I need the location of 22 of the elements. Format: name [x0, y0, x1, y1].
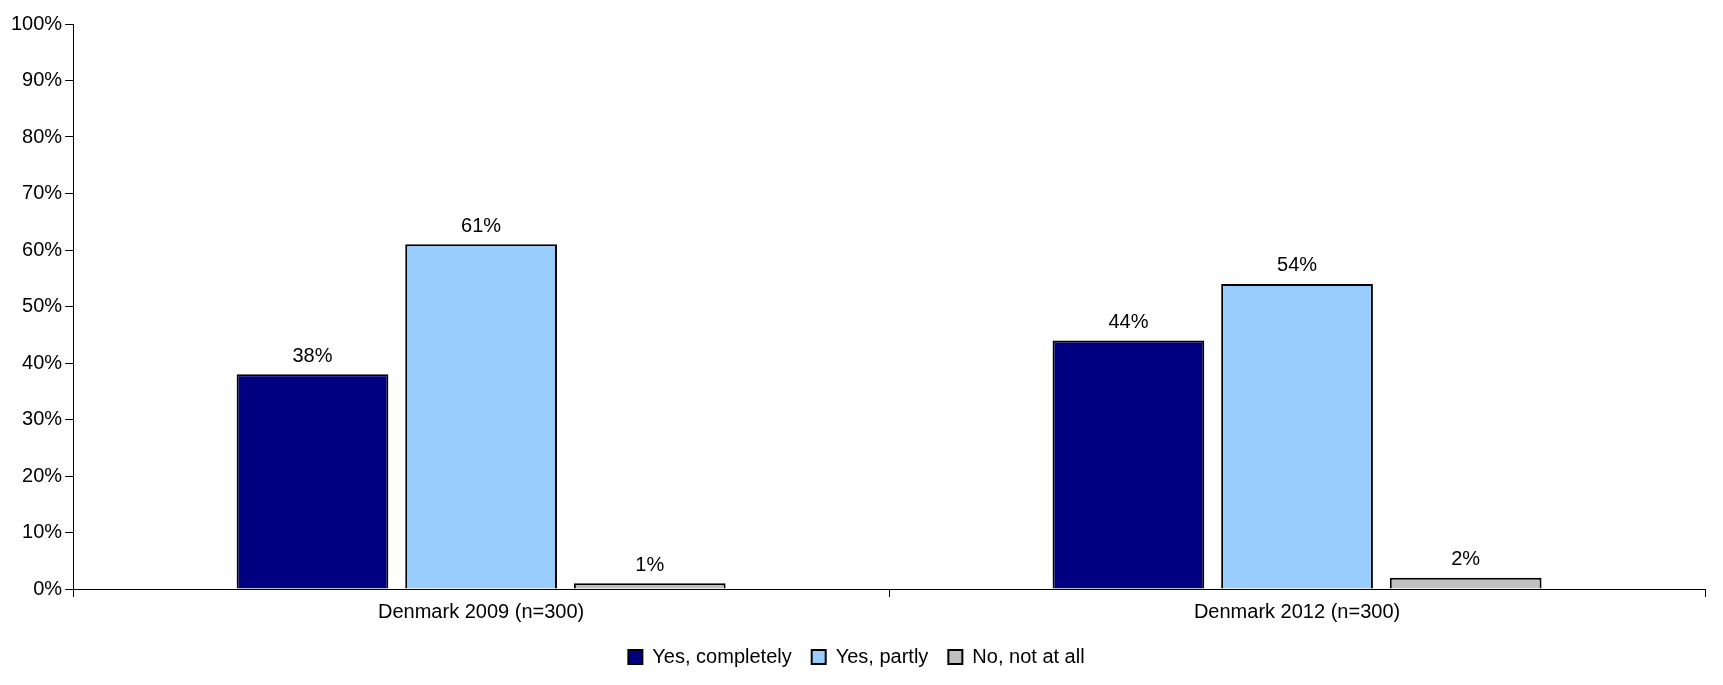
- data-label: 1%: [635, 552, 665, 575]
- y-tick-label: 60%: [22, 237, 63, 260]
- data-label: 2%: [1451, 547, 1481, 570]
- legend-label: No, not at all: [972, 644, 1085, 667]
- y-tick-label: 40%: [22, 350, 63, 373]
- data-label: 61%: [461, 213, 502, 236]
- y-tick-label: 90%: [22, 68, 63, 91]
- y-tick-label: 0%: [33, 576, 63, 599]
- y-tick-label: 100%: [11, 11, 63, 34]
- legend-label: Yes, partly: [835, 644, 929, 667]
- x-tick-label: Denmark 2009 (n=300): [378, 599, 585, 622]
- y-tick-label: 70%: [22, 181, 63, 204]
- data-label: 44%: [1108, 309, 1149, 332]
- legend-label: Yes, completely: [652, 644, 792, 667]
- x-tick-label: Denmark 2012 (n=300): [1193, 599, 1401, 622]
- y-tick-label: 30%: [22, 407, 63, 430]
- y-tick-label: 50%: [22, 294, 63, 317]
- y-tick-label: 80%: [22, 124, 63, 147]
- y-tick-label: 20%: [22, 463, 63, 486]
- y-tick-label: 10%: [22, 520, 63, 543]
- data-label: 54%: [1277, 253, 1318, 276]
- data-label: 38%: [292, 343, 333, 366]
